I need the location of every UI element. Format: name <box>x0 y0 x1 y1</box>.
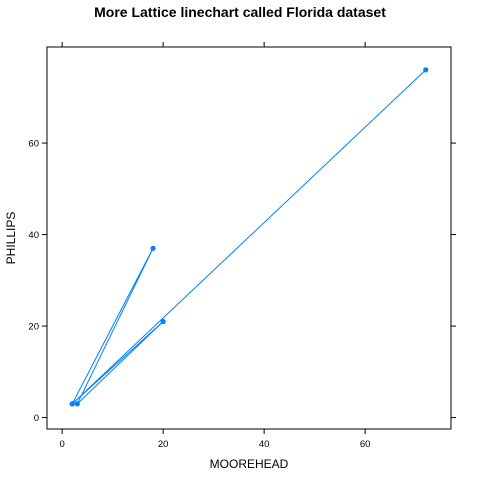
y-axis: 0 20 40 60 <box>28 139 456 424</box>
x-tick-label: 20 <box>158 439 169 450</box>
series-layer <box>69 67 429 407</box>
data-point <box>69 401 75 407</box>
x-tick-label: 60 <box>360 439 371 450</box>
data-point <box>74 401 80 407</box>
plot-frame <box>46 46 452 430</box>
chart-title: More Lattice linechart called Florida da… <box>94 4 386 20</box>
y-axis-label: PHILLIPS <box>4 212 18 265</box>
x-tick-label: 0 <box>60 439 65 450</box>
y-tick-label: 60 <box>28 139 39 150</box>
data-point <box>423 67 429 73</box>
data-point <box>160 318 166 325</box>
series-line <box>71 69 427 405</box>
y-tick-label: 20 <box>28 322 39 333</box>
y-tick-label: 40 <box>28 230 39 241</box>
x-axis: 0 20 40 60 <box>60 42 371 450</box>
x-axis-label: MOOREHEAD <box>210 457 289 471</box>
x-tick-label: 40 <box>259 439 270 450</box>
y-tick-label: 0 <box>34 413 39 424</box>
data-point <box>150 245 156 251</box>
